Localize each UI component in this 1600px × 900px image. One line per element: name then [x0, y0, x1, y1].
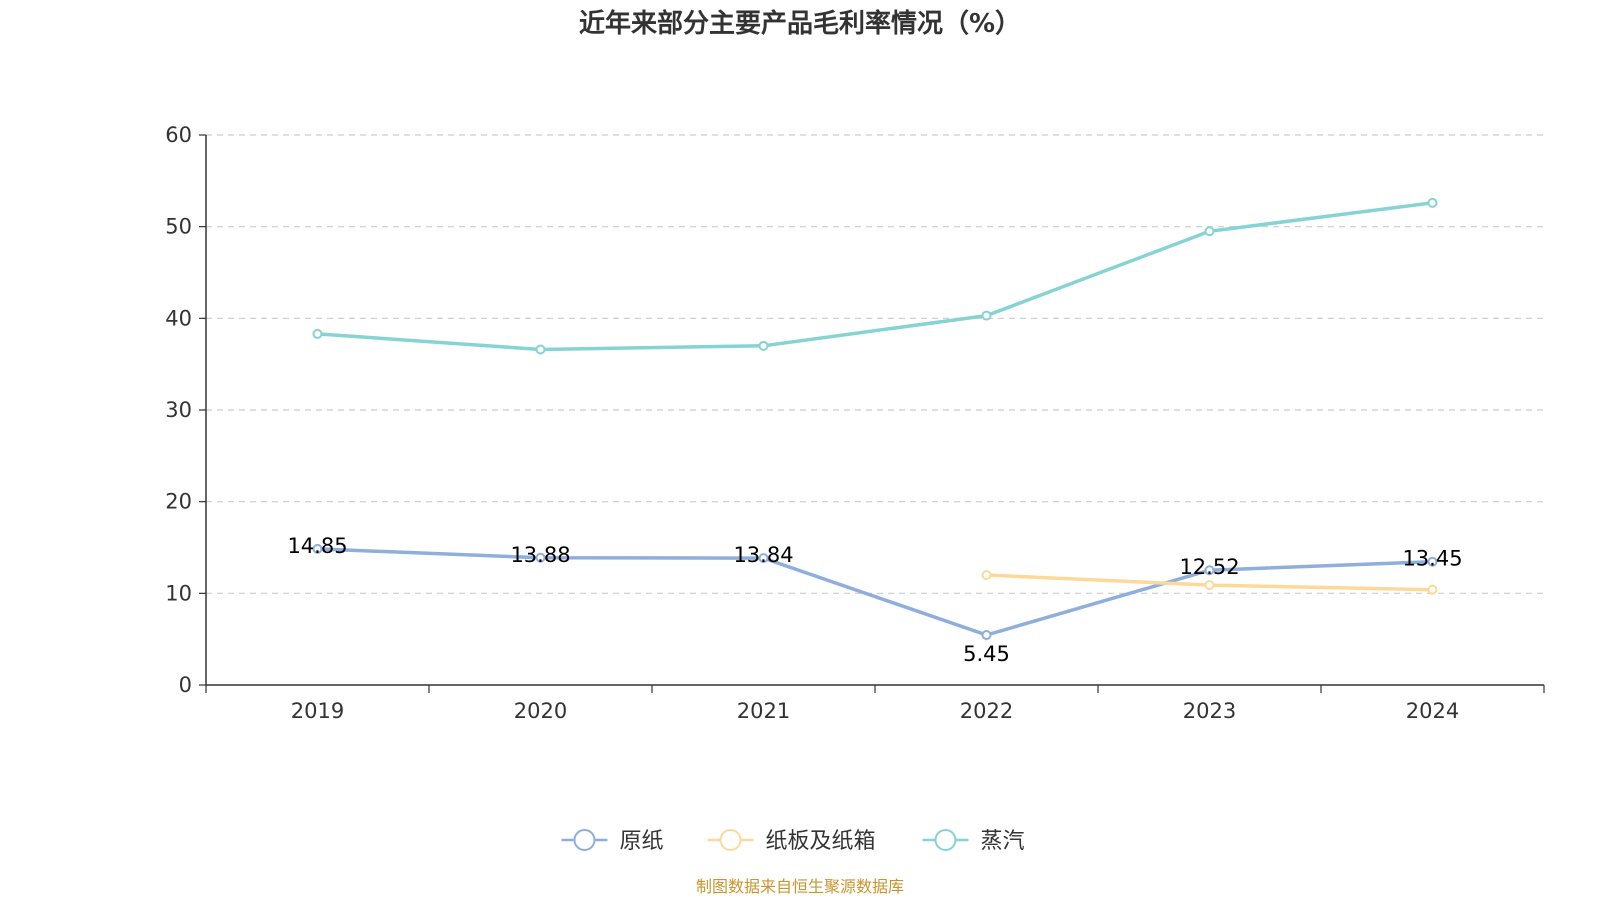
series-line	[315, 547, 1435, 637]
data-label: 12.52	[1179, 555, 1239, 579]
x-tick-label: 2021	[737, 699, 790, 723]
legend-swatch-marker	[719, 829, 742, 851]
data-label: 5.45	[963, 642, 1010, 666]
data-label: 13.88	[510, 543, 570, 567]
data-label: 13.84	[733, 543, 793, 567]
series-line	[315, 201, 1435, 352]
data-labels: 14.85 13.88 13.84 5.45 12.52 13.45	[287, 534, 1462, 666]
data-point[interactable]	[1427, 584, 1438, 595]
x-tick-label: 2024	[1406, 699, 1459, 723]
y-tick-label: 20	[165, 490, 192, 514]
legend-label: 纸板及纸箱	[766, 829, 876, 854]
data-label: 13.45	[1402, 547, 1462, 571]
data-point[interactable]	[312, 328, 323, 339]
chart-title: 近年来部分主要产品毛利率情况（%）	[579, 8, 1021, 39]
x-tick-label: 2023	[1183, 699, 1236, 723]
y-tick-label: 50	[165, 215, 192, 239]
data-point[interactable]	[535, 344, 546, 355]
legend[interactable]: 原纸 纸板及纸箱 蒸汽	[561, 829, 1025, 854]
y-tick-label: 40	[165, 306, 192, 330]
legend-label: 原纸	[620, 829, 664, 854]
data-label: 14.85	[287, 534, 347, 558]
data-point[interactable]	[1427, 556, 1438, 567]
legend-label: 蒸汽	[981, 829, 1025, 854]
data-point[interactable]	[1204, 226, 1215, 237]
x-tick-label: 2022	[960, 699, 1013, 723]
y-tick-label: 60	[165, 123, 192, 147]
legend-swatch-marker	[573, 829, 596, 851]
data-point[interactable]	[312, 543, 323, 554]
data-point[interactable]	[981, 630, 992, 641]
data-point[interactable]	[981, 310, 992, 321]
data-point[interactable]	[758, 340, 769, 351]
data-point[interactable]	[758, 553, 769, 564]
y-tick-label: 0	[179, 673, 192, 697]
data-point[interactable]	[1427, 197, 1438, 208]
data-point[interactable]	[1204, 580, 1215, 591]
legend-item[interactable]: 蒸汽	[922, 829, 1025, 854]
source-note: 制图数据来自恒生聚源数据库	[696, 877, 904, 896]
legend-swatch-marker	[934, 829, 957, 851]
legend-item[interactable]: 纸板及纸箱	[707, 829, 876, 854]
legend-item[interactable]: 原纸	[561, 829, 664, 854]
x-tick-label: 2020	[514, 699, 567, 723]
y-tick-label: 10	[165, 581, 192, 605]
axes: 0 10 20 30 40 50 60 2019 2020 2021 2022 2023 2024	[165, 123, 1545, 723]
x-tick-label: 2019	[291, 699, 344, 723]
y-tick-label: 30	[165, 398, 192, 422]
series-lines	[312, 197, 1438, 641]
grid-lines	[206, 134, 1544, 594]
data-point[interactable]	[1204, 565, 1215, 576]
data-point[interactable]	[535, 552, 546, 563]
data-point[interactable]	[981, 570, 992, 580]
